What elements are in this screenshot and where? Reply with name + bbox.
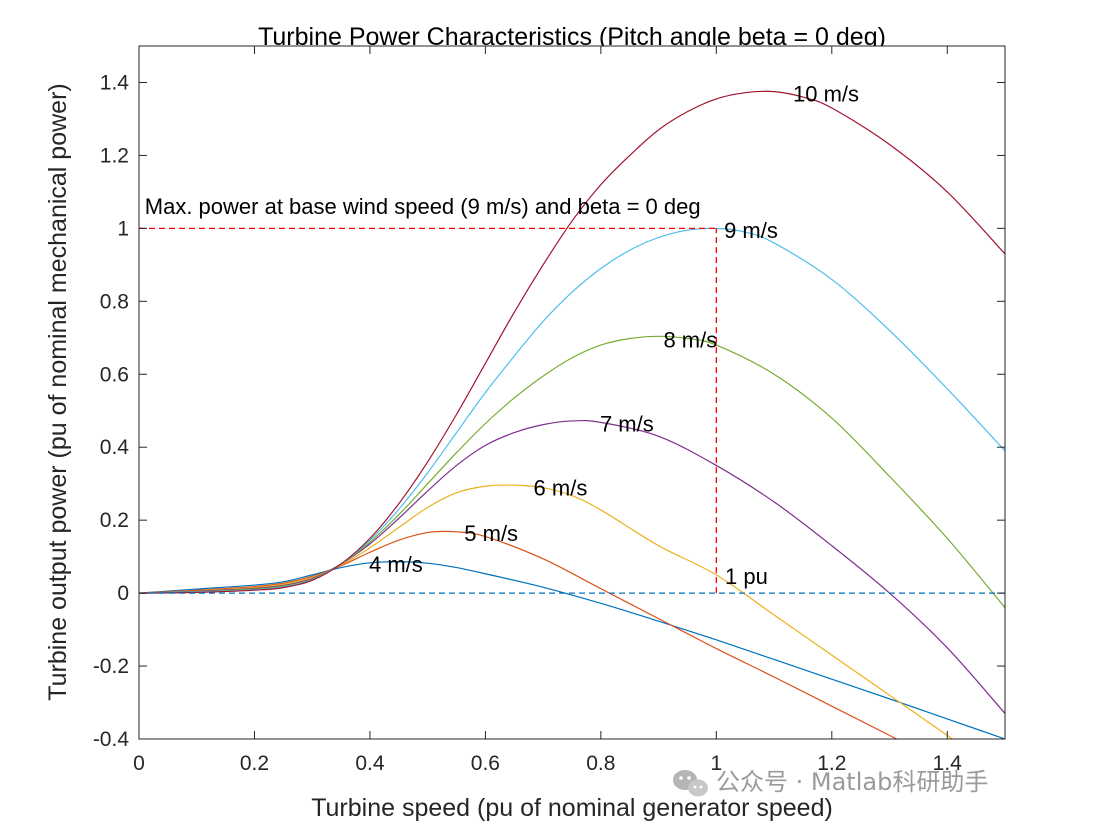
x-tick-label: 0.6 [471, 752, 500, 775]
series-layer [139, 90, 1005, 739]
series-line-8-m-s [139, 335, 1005, 609]
x-axis-label: Turbine speed (pu of nominal generator s… [311, 794, 833, 822]
series-line-10-m-s [139, 90, 1005, 594]
y-tick-label: 0.4 [100, 436, 130, 459]
curve-label: 9 m/s [724, 218, 778, 243]
curve-labels: 4 m/s 5 m/s 6 m/s 7 m/s 8 m/s 9 m/s 10 m/s [369, 81, 859, 577]
series-line-7-m-s [139, 419, 1005, 714]
x-tick-label: 1.2 [817, 752, 846, 775]
curve-label: 8 m/s [663, 328, 717, 353]
y-tick-label: 1.4 [100, 71, 130, 94]
x-tick-label: 0.2 [240, 752, 269, 775]
annotations: Max. power at base wind speed (9 m/s) an… [145, 194, 768, 589]
y-tick-label: 0.8 [100, 290, 129, 313]
watermark: 公众号 · Matlab科研助手 [673, 768, 988, 797]
y-tick-label: 0.6 [100, 363, 129, 386]
series-line-6-m-s [139, 484, 954, 739]
wechat-icon [673, 770, 708, 797]
curve-label: 5 m/s [464, 521, 518, 546]
x-tick-label: 1.4 [933, 752, 963, 775]
series-line-4-m-s [139, 561, 1005, 739]
x-tick-label: 0.4 [355, 752, 385, 775]
curve-label: 4 m/s [369, 552, 423, 577]
x-tick-label: 0 [133, 752, 145, 775]
curve-label: 10 m/s [793, 81, 859, 106]
watermark-text: 公众号 · Matlab科研助手 [716, 768, 988, 796]
curve-label: 7 m/s [600, 412, 654, 437]
axes-box [138, 45, 1006, 740]
y-tick-label: 0.2 [100, 509, 129, 532]
reference-lines [139, 227, 1005, 594]
axes: 0 0.2 0.4 0.6 0.8 1 1.2 1.4 -0.4 -0.2 0 0.2 0.4 0.6 0.… [93, 45, 1006, 775]
y-tick-label: 1.2 [100, 144, 129, 167]
y-tick-label: -0.4 [93, 728, 130, 751]
curve-label: 6 m/s [534, 475, 588, 500]
one-pu-annotation: 1 pu [725, 564, 768, 589]
x-tick-label: 0.8 [586, 752, 615, 775]
plot-area [139, 46, 1005, 739]
y-tick-label: 0 [117, 582, 129, 605]
y-axis-label: Turbine output power (pu of nominal mech… [44, 83, 72, 700]
y-tick-label: 1 [117, 217, 129, 240]
y-tick-label: -0.2 [93, 655, 129, 678]
max-power-annotation: Max. power at base wind speed (9 m/s) an… [145, 194, 701, 219]
x-tick-label: 1 [710, 752, 722, 775]
series-line-5-m-s [139, 530, 899, 739]
